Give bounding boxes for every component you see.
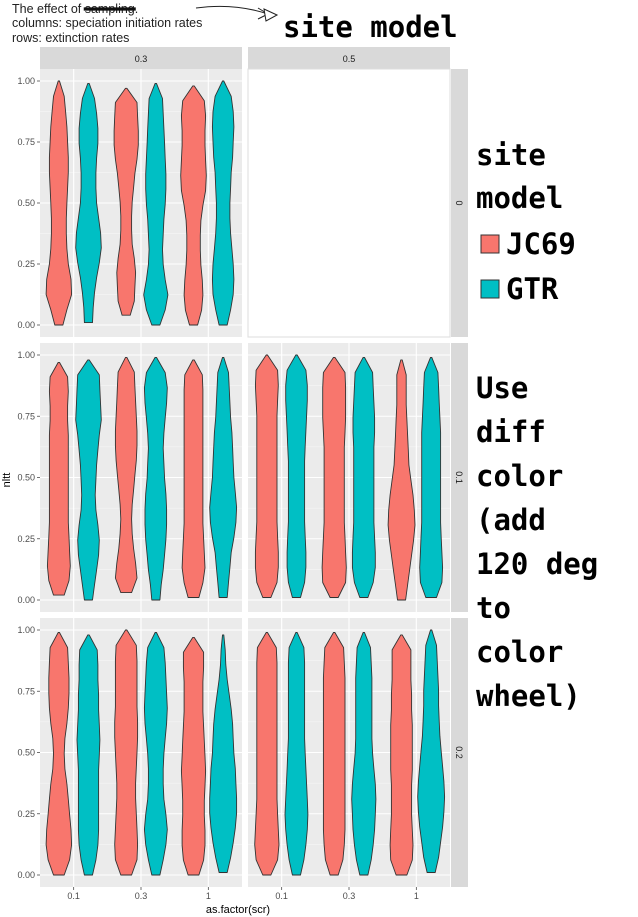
violin-gtr-0_3 bbox=[143, 632, 168, 876]
y-tick-label: 1.00 bbox=[17, 350, 35, 360]
violin-gtr-0_3 bbox=[143, 82, 169, 326]
row-strip bbox=[451, 69, 468, 337]
row-strip-label: 0.2 bbox=[454, 746, 464, 759]
violin-gtr-0_1 bbox=[285, 354, 308, 598]
y-tick-label: 0.25 bbox=[17, 259, 35, 269]
row-strip-label: 0.1 bbox=[454, 471, 464, 484]
panel-background bbox=[247, 68, 451, 338]
violin-jc69-0_1 bbox=[45, 80, 73, 326]
caption-prefix: The effect of bbox=[12, 2, 85, 16]
violin-jc69-0_1 bbox=[46, 361, 71, 596]
row-strip-label: 0 bbox=[454, 200, 464, 205]
x-tick-label: 0.1 bbox=[67, 891, 80, 901]
y-tick-label: 0.00 bbox=[17, 595, 35, 605]
y-tick-label: 0.25 bbox=[17, 534, 35, 544]
y-tick-label: 0.00 bbox=[17, 870, 35, 880]
x-tick-label: 1 bbox=[206, 891, 211, 901]
violin-gtr-1 bbox=[419, 356, 444, 598]
y-tick-label: 0.50 bbox=[17, 198, 35, 208]
side-note-line-2: diff bbox=[476, 415, 546, 449]
y-axis-title: nltt bbox=[1, 473, 13, 488]
side-note-line-4: (add bbox=[476, 503, 546, 537]
legend-title-line-2: model bbox=[476, 181, 563, 215]
y-tick-label: 0.75 bbox=[17, 686, 35, 696]
top-note: site model bbox=[283, 10, 458, 44]
violin-jc69-0_3 bbox=[321, 356, 347, 598]
column-strip bbox=[248, 47, 450, 69]
column-strip bbox=[40, 47, 242, 69]
x-tick-label: 0.3 bbox=[343, 891, 356, 901]
side-note-line-8: wheel) bbox=[476, 679, 581, 713]
facet-grid: 0.3 0.500.10.20.000.250.500.751.000.000.2… bbox=[17, 47, 468, 901]
violin-gtr-1 bbox=[211, 80, 235, 326]
annotation-arrow bbox=[195, 5, 269, 15]
legend-title-line-1: site bbox=[476, 138, 546, 172]
violin-jc69-0_1 bbox=[254, 632, 280, 876]
y-tick-label: 0.25 bbox=[17, 809, 35, 819]
legend-label-gtr: GTR bbox=[506, 272, 559, 306]
violin-jc69-0_1 bbox=[45, 632, 73, 876]
violin-jc69-1 bbox=[181, 359, 206, 598]
violin-gtr-0_1 bbox=[75, 359, 102, 601]
row-strip bbox=[451, 343, 468, 612]
violin-jc69-0_1 bbox=[254, 354, 279, 598]
side-note: Use diff color (add 120 deg to color whe… bbox=[476, 371, 598, 713]
violin-gtr-0_3 bbox=[351, 632, 377, 876]
side-note-line-6: to bbox=[476, 591, 511, 625]
y-tick-label: 1.00 bbox=[17, 76, 35, 86]
y-tick-label: 0.50 bbox=[17, 748, 35, 758]
violin-gtr-0_1 bbox=[284, 632, 309, 876]
violin-jc69-0_3 bbox=[114, 629, 139, 876]
violin-jc69-0_3 bbox=[114, 356, 138, 594]
legend-label-jc69: JC69 bbox=[506, 227, 576, 261]
violin-jc69-1 bbox=[387, 359, 416, 601]
violin-jc69-0_3 bbox=[113, 87, 139, 316]
legend-key-jc69 bbox=[480, 234, 500, 254]
side-note-line-3: color bbox=[476, 459, 563, 493]
violin-gtr-0_1 bbox=[76, 634, 101, 876]
violin-gtr-0_3 bbox=[143, 356, 168, 601]
y-tick-label: 1.00 bbox=[17, 625, 35, 635]
violin-gtr-0_3 bbox=[351, 356, 376, 598]
column-strip-label: 0.5 bbox=[343, 54, 356, 64]
side-note-line-7: color bbox=[476, 635, 563, 669]
violin-jc69-0_3 bbox=[322, 632, 346, 876]
y-tick-label: 0.50 bbox=[17, 473, 35, 483]
violin-gtr-1 bbox=[209, 634, 238, 873]
side-note-line-1: Use bbox=[476, 371, 528, 405]
violin-gtr-1 bbox=[209, 356, 238, 598]
caption-line-3: rows: extinction rates bbox=[12, 31, 129, 45]
violin-gtr-1 bbox=[417, 629, 446, 873]
x-tick-label: 0.3 bbox=[135, 891, 148, 901]
annotation-arrow-tip bbox=[263, 8, 279, 22]
legend: site model JC69 GTR bbox=[476, 138, 576, 306]
y-tick-label: 0.75 bbox=[17, 137, 35, 147]
caption: The effect of sampling. columns: speciat… bbox=[12, 2, 279, 45]
violin-gtr-0_1 bbox=[75, 82, 102, 324]
caption-line-2: columns: speciation initiation rates bbox=[12, 16, 202, 30]
x-tick-label: 1 bbox=[414, 891, 419, 901]
violin-jc69-1 bbox=[180, 85, 207, 326]
row-strip bbox=[451, 618, 468, 887]
side-note-line-5: 120 deg bbox=[476, 547, 598, 581]
violin-jc69-1 bbox=[180, 636, 207, 876]
caption-suffix: . bbox=[135, 2, 138, 16]
column-strip-label: 0.3 bbox=[135, 54, 148, 64]
violin-jc69-1 bbox=[389, 634, 414, 876]
legend-key-gtr bbox=[480, 279, 500, 299]
x-tick-label: 0.1 bbox=[275, 891, 288, 901]
y-tick-label: 0.75 bbox=[17, 411, 35, 421]
x-axis-title: as.factor(scr) bbox=[206, 904, 270, 916]
y-tick-label: 0.00 bbox=[17, 320, 35, 330]
